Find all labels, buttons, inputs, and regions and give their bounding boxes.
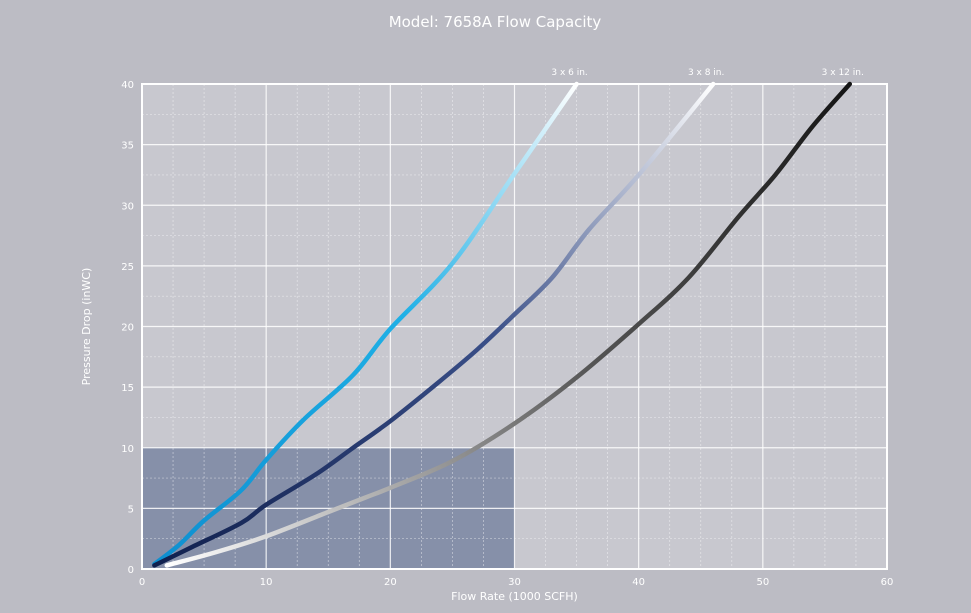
y-tick-label: 0	[128, 565, 134, 576]
y-tick-label: 10	[121, 444, 134, 455]
series-line-1	[152, 81, 579, 567]
tick-labels: 0 10 20 30 40 50 60 0 5 10 15 20 25 30 35 40	[121, 80, 893, 588]
series-label-2: 3 x 8 in.	[688, 68, 724, 78]
x-tick-label: 50	[756, 577, 769, 588]
series-labels: 3 x 6 in. 3 x 8 in. 3 x 12 in.	[551, 68, 863, 78]
y-axis-label: Pressure Drop (inWC)	[80, 268, 93, 386]
plot-frame	[141, 83, 888, 570]
x-axis-label: Flow Rate (1000 SCFH)	[451, 590, 578, 603]
y-tick-label: 30	[121, 201, 134, 212]
x-tick-label: 10	[260, 577, 273, 588]
x-tick-label: 40	[632, 577, 645, 588]
y-tick-label: 20	[121, 323, 134, 334]
y-tick-label: 40	[121, 80, 134, 91]
x-tick-label: 0	[139, 577, 145, 588]
x-tick-label: 20	[384, 577, 397, 588]
series-line-3	[164, 81, 853, 568]
y-tick-label: 25	[121, 262, 134, 273]
y-tick-label: 35	[121, 141, 134, 152]
series-layer	[152, 81, 853, 568]
y-tick-label: 15	[121, 383, 134, 394]
series-label-1: 3 x 6 in.	[551, 68, 587, 78]
series-line-2	[152, 81, 716, 568]
x-tick-label: 60	[881, 577, 894, 588]
y-tick-label: 5	[128, 504, 134, 515]
x-tick-label: 30	[508, 577, 521, 588]
series-label-3: 3 x 12 in.	[822, 68, 864, 78]
chart-title: Model: 7658A Flow Capacity	[389, 13, 602, 31]
